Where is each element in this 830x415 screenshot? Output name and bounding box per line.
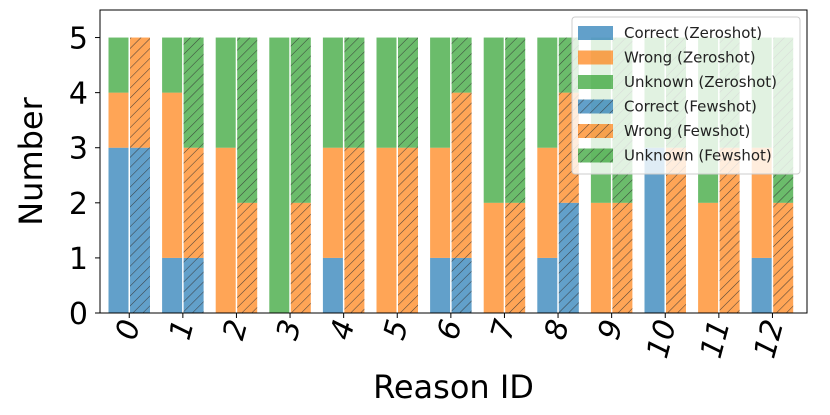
legend-swatch-hatch <box>578 148 613 163</box>
plot-frame <box>99 9 808 314</box>
legend: Correct (Zeroshot) Wrong (Zeroshot) Unknow… <box>571 16 801 175</box>
bar-wrong-zeroshot-6 <box>430 147 451 258</box>
x-tick-label: 12 <box>747 316 791 362</box>
x-tick-label: 10 <box>640 316 684 362</box>
bar-wrong-zeroshot-1 <box>162 92 183 258</box>
bar-wrong-zeroshot-4 <box>322 147 343 258</box>
bar-hatch-correct-fewshot-0 <box>130 147 150 313</box>
bar-wrong-zeroshot-5 <box>376 147 397 313</box>
y-axis-ticks: 0 1 2 3 4 5 <box>69 22 100 332</box>
x-tick-label: 3 <box>270 316 309 344</box>
x-tick-label: 9 <box>592 316 631 344</box>
bar-wrong-zeroshot-7 <box>483 202 504 313</box>
bar-unknown-zeroshot-4 <box>322 37 343 148</box>
x-tick-label: 7 <box>484 316 523 344</box>
bar-unknown-zeroshot-2 <box>215 37 236 148</box>
bar-unknown-zeroshot-5 <box>376 37 397 148</box>
y-tick-label: 5 <box>69 22 88 57</box>
x-axis-ticks: 0 1 2 3 4 5 6 7 8 9 10 11 12 <box>109 313 791 362</box>
bar-correct-zeroshot-0 <box>108 147 129 313</box>
x-axis-label: Reason ID <box>373 368 534 406</box>
bar-hatch-wrong-fewshot-12 <box>773 202 794 313</box>
bar-unknown-zeroshot-3 <box>269 37 290 313</box>
bar-correct-zeroshot-8 <box>537 257 558 313</box>
legend-label: Unknown (Fewshot) <box>624 147 772 165</box>
legend-swatch <box>578 75 613 89</box>
x-tick-label: 5 <box>377 316 416 344</box>
x-tick-label: 2 <box>216 316 255 344</box>
bar-correct-zeroshot-12 <box>751 257 772 313</box>
bar-hatch-wrong-fewshot-6 <box>451 92 472 258</box>
bar-hatch-correct-fewshot-6 <box>451 257 472 313</box>
bar-hatch-correct-fewshot-8 <box>558 202 579 313</box>
x-tick-label: 0 <box>109 316 148 344</box>
legend-swatch-hatch <box>578 99 613 114</box>
y-tick-label: 1 <box>69 242 88 277</box>
bar-wrong-zeroshot-12 <box>751 147 772 258</box>
legend-swatch-hatch <box>578 124 613 138</box>
legend-label: Unknown (Zeroshot) <box>624 73 777 91</box>
legend-box <box>571 16 801 175</box>
bar-hatch-unknown-fewshot-6 <box>451 37 472 93</box>
bar-hatch-wrong-fewshot-11 <box>719 147 740 313</box>
y-tick-label: 3 <box>69 132 88 167</box>
bar-hatch-unknown-fewshot-1 <box>183 37 204 148</box>
bar-hatch-wrong-fewshot-5 <box>398 147 418 313</box>
bar-unknown-zeroshot-7 <box>483 37 504 203</box>
x-tick-label: 11 <box>694 316 738 362</box>
bar-hatch-unknown-fewshot-2 <box>237 37 258 203</box>
legend-label: Wrong (Zeroshot) <box>624 49 756 67</box>
bar-unknown-zeroshot-0 <box>108 37 129 93</box>
bar-hatch-wrong-fewshot-7 <box>505 202 526 313</box>
bar-unknown-zeroshot-1 <box>162 37 183 93</box>
y-tick-label: 0 <box>69 297 88 332</box>
bar-hatch-wrong-fewshot-10 <box>666 147 686 313</box>
legend-swatch <box>578 26 613 40</box>
bar-hatch-unknown-fewshot-4 <box>344 37 365 148</box>
bar-wrong-zeroshot-2 <box>215 147 236 313</box>
bar-wrong-zeroshot-11 <box>698 202 719 313</box>
bar-hatch-correct-fewshot-1 <box>183 257 204 313</box>
x-tick-label: 6 <box>431 316 470 344</box>
bar-hatch-unknown-fewshot-3 <box>290 37 311 203</box>
bar-hatch-wrong-fewshot-9 <box>612 202 633 313</box>
y-axis-label: Number <box>12 96 50 225</box>
bar-correct-zeroshot-4 <box>322 257 343 313</box>
bar-hatch-wrong-fewshot-3 <box>290 202 311 313</box>
bar-hatch-unknown-fewshot-5 <box>398 37 418 148</box>
bar-hatch-wrong-fewshot-0 <box>130 37 150 148</box>
bar-hatch-wrong-fewshot-4 <box>344 147 365 313</box>
bar-unknown-zeroshot-6 <box>430 37 451 148</box>
x-tick-label: 4 <box>324 316 363 344</box>
y-tick-label: 2 <box>69 187 88 222</box>
legend-label: Correct (Zeroshot) <box>624 24 762 42</box>
bar-correct-zeroshot-10 <box>644 147 665 313</box>
legend-label: Correct (Fewshot) <box>624 98 757 116</box>
x-tick-label: 1 <box>163 316 202 344</box>
bar-wrong-zeroshot-0 <box>108 92 129 148</box>
y-tick-label: 4 <box>69 77 88 112</box>
bar-hatch-wrong-fewshot-2 <box>237 202 258 313</box>
bar-hatch-unknown-fewshot-7 <box>505 37 526 203</box>
bar-hatch-wrong-fewshot-1 <box>183 147 204 258</box>
bar-correct-zeroshot-6 <box>430 257 451 313</box>
bar-wrong-zeroshot-8 <box>537 147 558 258</box>
bar-wrong-zeroshot-9 <box>590 202 611 313</box>
legend-swatch <box>578 50 613 65</box>
bar-unknown-zeroshot-8 <box>537 37 558 148</box>
legend-label: Wrong (Fewshot) <box>624 122 750 140</box>
x-tick-label: 8 <box>538 316 577 344</box>
bar-correct-zeroshot-1 <box>162 257 183 313</box>
